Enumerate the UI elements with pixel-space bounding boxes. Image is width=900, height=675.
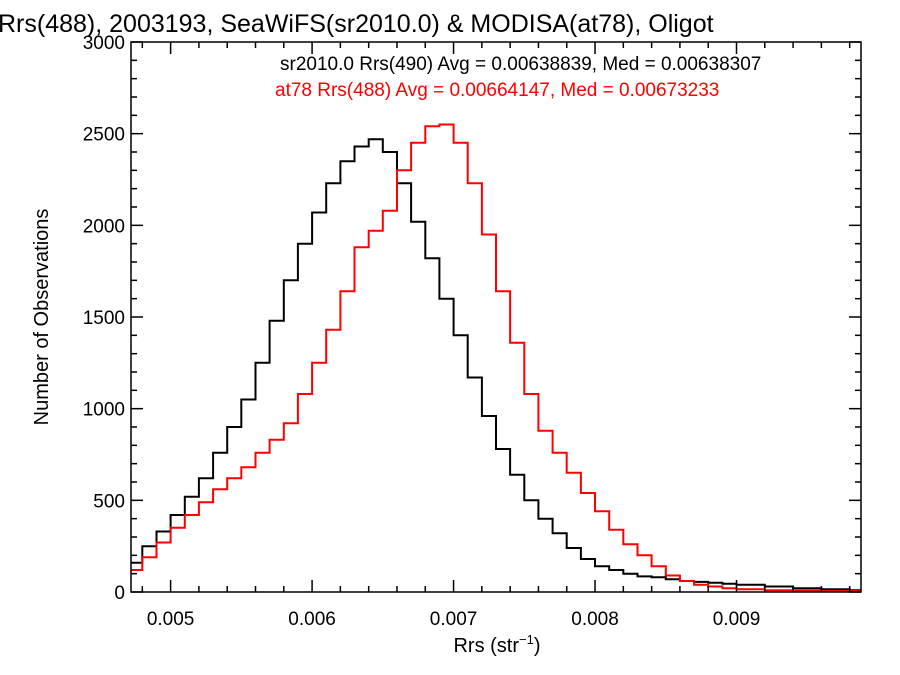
y-tick-label: 1000	[83, 400, 125, 421]
histogram-series-2	[131, 123, 861, 592]
x-tick-label: 0.006	[288, 609, 336, 630]
y-tick-label: 2000	[83, 216, 125, 237]
x-tick-label: 0.009	[713, 609, 761, 630]
y-tick-label: 2500	[83, 125, 125, 146]
y-tick-label: 1500	[83, 308, 125, 329]
x-tick-label: 0.008	[571, 609, 619, 630]
y-tick-label: 500	[93, 491, 125, 512]
legend-entry-series-2: at78 Rrs(488) Avg = 0.00664147, Med = 0.…	[275, 80, 719, 101]
plot-frame	[130, 41, 862, 593]
x-axis-label-superscript: −1	[519, 632, 534, 647]
histogram-series-1	[131, 138, 861, 592]
x-axis-label-main: Rrs (str	[453, 635, 519, 657]
x-axis-label: Rrs (str−1)	[453, 632, 540, 657]
x-axis-label-close: )	[534, 635, 541, 657]
y-tick-label: 3000	[83, 33, 125, 54]
x-tick-label: 0.007	[430, 609, 478, 630]
y-tick-label: 0	[114, 583, 125, 604]
x-tick-label: 0.005	[147, 609, 195, 630]
legend-entry-series-1: sr2010.0 Rrs(490) Avg = 0.00638839, Med …	[280, 54, 761, 75]
y-axis-label: Number of Observations	[31, 209, 53, 426]
chart-title: Rrs(488), 2003193, SeaWiFS(sr2010.0) & M…	[0, 10, 714, 38]
